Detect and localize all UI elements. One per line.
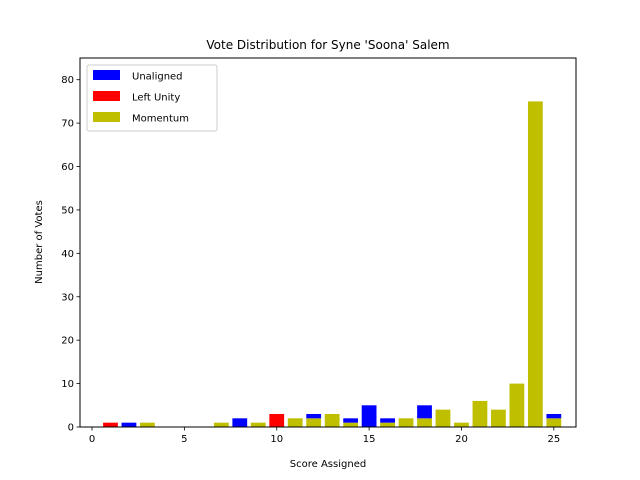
- legend: Unaligned Left Unity Momentum: [86, 64, 218, 132]
- bar-momentum-x21: [472, 400, 488, 427]
- plot-frame: [79, 57, 577, 428]
- y-axis-label: Number of Votes: [34, 200, 45, 284]
- bar-momentum-x23: [509, 383, 525, 427]
- legend-swatch-left-unity: [93, 91, 120, 101]
- bar-momentum-x16: [380, 422, 395, 427]
- x-tick-label: 5: [181, 434, 187, 445]
- bar-momentum-x7: [213, 422, 229, 427]
- legend-label-left-unity: Left Unity: [132, 93, 180, 104]
- bar-momentum-x18: [417, 418, 432, 427]
- chart-title: Vote Distribution for Syne 'Soona' Salem: [206, 38, 449, 52]
- x-tick-label: 20: [455, 434, 468, 445]
- x-tick-label: 25: [547, 434, 560, 445]
- bar-momentum-x14: [343, 422, 359, 427]
- bar-unaligned-x8: [232, 418, 248, 427]
- y-tick-label: 10: [61, 379, 74, 390]
- bar-unaligned-x18: [417, 405, 432, 419]
- bar-momentum-x19: [435, 409, 451, 427]
- bar-unaligned-x25: [546, 413, 562, 419]
- legend-swatch-momentum: [93, 112, 120, 122]
- y-tick-label: 40: [61, 249, 74, 260]
- bar-momentum-x12: [306, 418, 322, 427]
- bar-left-unity-x1: [103, 422, 118, 427]
- x-axis-ticks: 0 5 10 15 20 25: [89, 427, 560, 445]
- y-tick-label: 60: [61, 162, 74, 173]
- y-tick-label: 0: [68, 423, 74, 434]
- y-tick-label: 20: [61, 336, 74, 347]
- bar-momentum-x20: [454, 422, 469, 427]
- bar-momentum-x9: [250, 422, 266, 427]
- bar-unaligned-x12: [306, 413, 322, 419]
- bar-momentum-x24: [527, 101, 543, 427]
- bar-momentum-x13: [324, 413, 340, 427]
- y-axis-ticks: 0 10 20 30 40 50 60 70 80: [61, 75, 80, 434]
- legend-label-unaligned: Unaligned: [132, 72, 183, 83]
- y-tick-label: 70: [61, 119, 74, 130]
- bar-unaligned-x15: [361, 405, 377, 427]
- bar-momentum-x22: [491, 409, 506, 427]
- bar-left-unity-x10: [269, 413, 285, 427]
- legend-swatch-unaligned: [93, 70, 120, 80]
- y-tick-label: 50: [61, 205, 74, 216]
- legend-label-momentum: Momentum: [132, 114, 189, 125]
- bar-momentum-x17: [398, 418, 414, 427]
- bar-momentum-x3: [140, 422, 155, 427]
- x-tick-label: 0: [89, 434, 95, 445]
- x-tick-label: 15: [363, 434, 376, 445]
- bar-momentum-x11: [287, 418, 303, 427]
- bar-unaligned-x14: [343, 418, 359, 423]
- bar-unaligned-x16: [380, 418, 395, 423]
- y-tick-label: 30: [61, 292, 74, 303]
- bar-momentum-x25: [546, 418, 562, 427]
- x-axis-label: Score Assigned: [290, 459, 366, 470]
- bar-unaligned-x2: [121, 422, 137, 427]
- y-tick-label: 80: [61, 75, 74, 86]
- bars-layer: [103, 101, 562, 427]
- x-tick-label: 10: [270, 434, 283, 445]
